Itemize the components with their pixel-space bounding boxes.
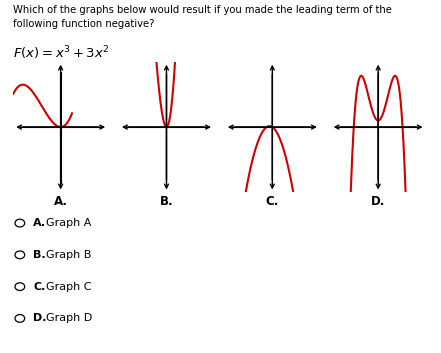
Text: following function negative?: following function negative? [13, 19, 155, 29]
Text: Graph C: Graph C [46, 282, 92, 292]
Text: B.: B. [160, 195, 173, 208]
Text: A.: A. [54, 195, 67, 208]
Text: C.: C. [33, 282, 45, 292]
Text: C.: C. [265, 195, 279, 208]
Text: D.: D. [33, 313, 47, 323]
Text: $F(x) = x^3 + 3x^2$: $F(x) = x^3 + 3x^2$ [13, 44, 110, 62]
Text: Graph B: Graph B [46, 250, 92, 260]
Text: Graph D: Graph D [46, 313, 93, 323]
Text: Graph A: Graph A [46, 218, 92, 228]
Text: A.: A. [33, 218, 46, 228]
Text: Which of the graphs below would result if you made the leading term of the: Which of the graphs below would result i… [13, 5, 392, 15]
Text: D.: D. [371, 195, 385, 208]
Text: B.: B. [33, 250, 46, 260]
